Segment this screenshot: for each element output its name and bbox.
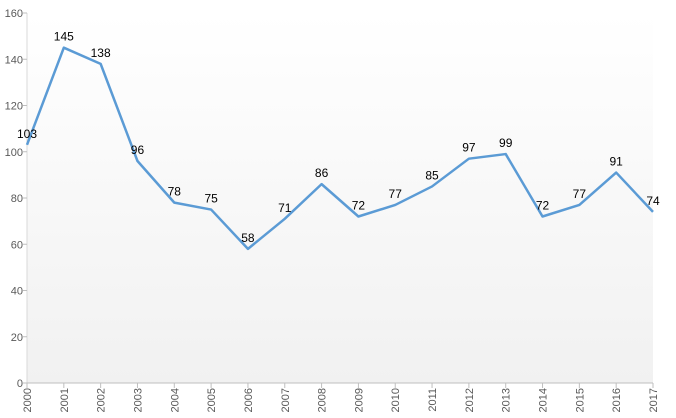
series-line <box>25 46 654 251</box>
data-label: 78 <box>168 185 182 199</box>
y-axis: 0 20 40 60 80 100 120 140 160 <box>5 8 28 390</box>
x-tick-label: 2007 <box>280 388 292 412</box>
y-tick-label: 0 <box>17 378 23 390</box>
x-tick-label: 2012 <box>464 388 476 412</box>
data-label: 77 <box>573 187 587 201</box>
plot-area <box>27 13 653 383</box>
data-labels: 103 145 138 96 78 75 58 71 86 72 77 85 97 99 72 77 91 74 <box>17 30 660 245</box>
y-tick-label: 20 <box>11 332 23 344</box>
x-tick-label: 2015 <box>574 388 586 412</box>
data-label: 85 <box>425 168 439 182</box>
x-tick-label: 2002 <box>96 388 108 412</box>
data-label: 71 <box>278 201 292 215</box>
y-tick-label: 80 <box>11 193 23 205</box>
x-tick-label: 2008 <box>317 388 329 412</box>
x-tick-label: 2013 <box>501 388 513 412</box>
x-tick-label: 2009 <box>353 388 365 412</box>
x-tick-label: 2016 <box>611 388 623 412</box>
data-label: 74 <box>646 194 660 208</box>
data-label: 72 <box>352 199 366 213</box>
data-label: 77 <box>389 187 403 201</box>
y-tick-label: 140 <box>5 54 23 66</box>
x-tick-label: 2005 <box>206 388 218 412</box>
x-tick-label: 2004 <box>169 388 181 412</box>
y-tick-label: 60 <box>11 239 23 251</box>
data-label: 99 <box>499 136 513 150</box>
x-axis: 2000 2001 2002 2003 2004 2005 2006 2007 2008 2009… <box>22 382 660 412</box>
y-tick-label: 100 <box>5 147 23 159</box>
data-label: 138 <box>91 46 111 60</box>
x-tick-label: 2006 <box>243 388 255 412</box>
x-tick-label: 2010 <box>390 388 402 412</box>
data-label: 145 <box>54 30 74 44</box>
x-tick-label: 2011 <box>427 388 439 412</box>
data-label: 103 <box>17 127 37 141</box>
data-label: 86 <box>315 166 329 180</box>
x-tick-label: 2001 <box>59 388 71 412</box>
y-tick-label: 160 <box>5 8 23 20</box>
data-label: 75 <box>204 192 218 206</box>
data-label: 72 <box>536 199 550 213</box>
data-label: 97 <box>462 141 476 155</box>
x-tick-label: 2014 <box>538 388 550 412</box>
x-tick-label: 2017 <box>648 388 660 412</box>
data-label: 96 <box>131 143 145 157</box>
y-tick-label: 40 <box>11 286 23 298</box>
data-label: 91 <box>609 155 623 169</box>
y-tick-label: 120 <box>5 101 23 113</box>
data-label: 58 <box>241 231 255 245</box>
x-tick-label: 2000 <box>22 388 34 412</box>
x-tick-label: 2003 <box>132 388 144 412</box>
